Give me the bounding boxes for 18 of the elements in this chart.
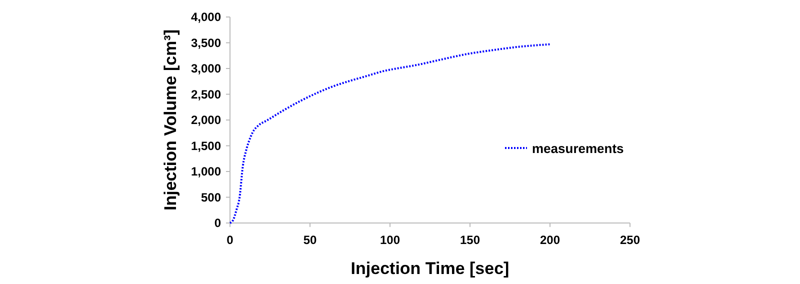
y-tick-label: 1,000 bbox=[190, 164, 222, 178]
x-tick-label: 150 bbox=[460, 233, 480, 247]
y-tick-label: 1,500 bbox=[190, 138, 222, 153]
y-axis-title: Injection Volume [cm³] bbox=[161, 29, 180, 211]
y-tick-label: 3,000 bbox=[190, 62, 222, 76]
y-tick-label: 0 bbox=[214, 216, 222, 230]
x-tick-label: 100 bbox=[380, 233, 400, 247]
x-tick-label: 50 bbox=[303, 233, 317, 247]
x-tick-label: 250 bbox=[620, 233, 640, 247]
x-axis-title: Injection Time [sec] bbox=[350, 259, 510, 278]
y-tick-label: 4,000 bbox=[190, 10, 222, 24]
x-tick-label: 200 bbox=[540, 233, 560, 247]
x-tick-label: 0 bbox=[226, 233, 234, 247]
legend-label: measurements bbox=[532, 141, 624, 156]
y-tick-label: 2,500 bbox=[190, 87, 222, 102]
y-tick-label: 500 bbox=[200, 190, 222, 204]
y-tick-label: 2,000 bbox=[190, 113, 222, 127]
y-tick-label: 3,500 bbox=[190, 36, 222, 50]
